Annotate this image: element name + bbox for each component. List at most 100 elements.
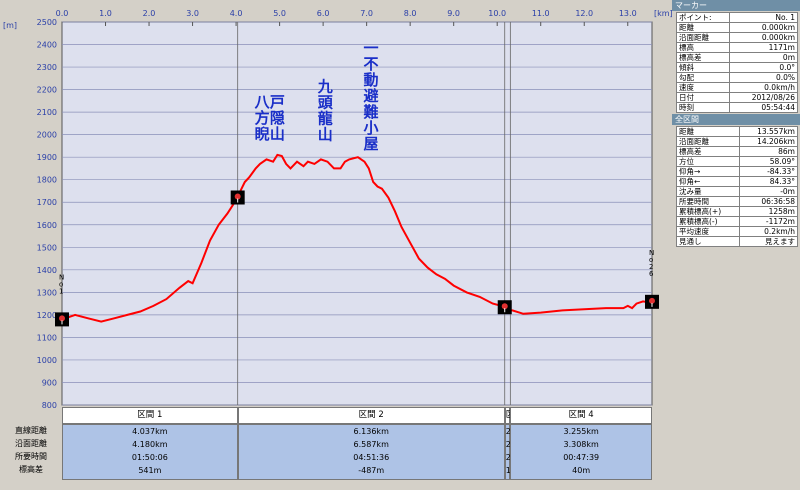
info-row: 日付 2012/08/26 (676, 92, 799, 103)
segment-header: 区間 2 (237, 407, 505, 424)
info-key: ポイント: (676, 12, 730, 23)
segment-header: 区間 4 (510, 407, 652, 424)
segment-elev: 541m (138, 466, 162, 475)
waypoint-label: 1 (59, 287, 63, 295)
total-info-table: 距離 13.557km 沿面距離 14.206km 標高差 86m 方位 58.09° 仰角→ -… (675, 126, 798, 247)
info-key: 日付 (676, 92, 730, 103)
waypoint-marker (55, 312, 69, 327)
segment-elev: 1 (505, 466, 511, 475)
info-value: 0.000km (728, 22, 799, 33)
peak-annotation-char: 難 (363, 103, 378, 121)
y-tick-label: 1200 (37, 311, 57, 320)
info-value: 0.000km (728, 32, 799, 43)
info-value: 14.206km (739, 136, 798, 147)
info-row: 仰角→ -84.33° (675, 166, 798, 177)
segment-header: 区 (504, 407, 514, 424)
info-key: 仰角← (675, 176, 741, 187)
total-panel-title: 全区間 (672, 114, 800, 125)
info-value: -0m (739, 186, 798, 197)
segment-values: 4.037km 4.180km 01:50:06 541m (62, 424, 238, 480)
info-value: 84.33° (739, 176, 798, 187)
info-row: 速度 0.0km/h (676, 82, 799, 93)
x-tick-label: 7.0 (360, 9, 373, 18)
info-key: 沿面距離 (676, 32, 730, 43)
y-tick-label: 1000 (37, 356, 57, 365)
waypoint-label: N (649, 249, 654, 257)
peak-annotation-char: 一 (363, 39, 378, 57)
info-key: 傾斜 (676, 62, 730, 73)
info-row: 仰角← 84.33° (675, 176, 798, 187)
y-tick-label: 1600 (37, 221, 57, 230)
plot-background (61, 21, 653, 406)
info-value: 06:36:58 (739, 196, 798, 207)
y-tick-label: 2300 (37, 63, 57, 72)
info-key: 見通し (675, 236, 741, 247)
x-tick-label: 8.0 (404, 9, 417, 18)
peak-annotation-char: 睨 (255, 125, 270, 143)
info-row: 沿面距離 14.206km (675, 136, 798, 147)
info-row: ポイント: No. 1 (676, 12, 799, 23)
peak-annotation-char: 不 (363, 55, 378, 73)
segment-values: 2 2 2 1 (504, 424, 511, 480)
elevation-chart-svg: 8009001000110012001300140015001600170018… (3, 9, 672, 410)
waypoint-marker-dot (649, 297, 655, 304)
y-tick-label: 2100 (37, 108, 57, 117)
info-key: 距離 (675, 126, 741, 137)
y-tick-label: 2200 (37, 86, 57, 95)
info-row: 標高差 86m (675, 146, 798, 157)
x-tick-label: 5.0 (273, 9, 286, 18)
info-row: 時刻 05:54:44 (676, 102, 799, 113)
info-row: 累積標高(-) -1172m (675, 216, 798, 227)
y-tick-label: 1500 (37, 243, 57, 252)
peak-annotation-char: 避 (363, 87, 378, 105)
peak-annotation-char: 山 (318, 125, 333, 143)
info-row: 距離 13.557km (675, 126, 798, 137)
x-tick-label: 12.0 (575, 9, 593, 18)
info-value: 1171m (728, 42, 799, 53)
peak-annotation-char: 龍 (318, 109, 333, 127)
waypoint-label: 6 (649, 270, 654, 278)
peak-annotation-char: 八 (254, 93, 271, 111)
y-tick-label: 1400 (37, 266, 57, 275)
row-label-time: 所要時間 (15, 452, 47, 461)
segment-values: 6.136km 6.587km 04:51:36 -487m (237, 424, 505, 480)
info-row: 方位 58.09° (675, 156, 798, 167)
info-row: 見通し 見えます (675, 236, 798, 247)
elevation-line (61, 153, 653, 323)
info-value: 2012/08/26 (728, 92, 799, 103)
info-row: 平均速度 0.2km/h (675, 226, 798, 237)
info-row: 所要時間 06:36:58 (675, 196, 798, 207)
info-value: 0m (728, 52, 799, 63)
info-row: 沈み量 -0m (675, 186, 798, 197)
waypoint-marker (230, 190, 245, 205)
info-value: 見えます (739, 236, 798, 247)
y-tick-label: 1100 (37, 333, 57, 342)
x-axis-label: [km] (654, 9, 672, 18)
x-tick-label: 1.0 (99, 9, 112, 18)
segment-distance: 2 (505, 427, 511, 436)
info-key: 累積標高(-) (675, 216, 741, 227)
info-key: 仰角→ (675, 166, 741, 177)
y-tick-label: 2400 (37, 41, 57, 50)
info-row: 距離 0.000km (676, 22, 799, 33)
info-value: 86m (739, 146, 798, 157)
segment-row-labels: 直線距離 沿面距離 所要時間 標高差 (0, 424, 62, 476)
marker-info-table: ポイント: No. 1 距離 0.000km 沿面距離 0.000km 標高 1171m 標高差… (676, 12, 799, 113)
info-row: 標高 1171m (676, 42, 799, 53)
x-tick-label: 4.0 (230, 9, 243, 18)
waypoint-marker-dot (234, 193, 241, 200)
row-label-elev: 標高差 (19, 465, 43, 474)
info-row: 沿面距離 0.000km (676, 32, 799, 43)
waypoint-marker-dot (59, 315, 65, 322)
segment-elev: 40m (572, 466, 591, 475)
marker-panel-title: マーカー (672, 0, 800, 11)
peak-annotation-char: 方 (255, 109, 270, 127)
info-key: 方位 (675, 156, 741, 167)
x-tick-label: 13.0 (619, 9, 637, 18)
waypoint-marker (645, 294, 659, 309)
info-key: 速度 (676, 82, 730, 93)
segment-values: 3.255km 3.308km 00:47:39 40m (510, 424, 652, 480)
y-tick-label: 2000 (37, 131, 57, 140)
x-tick-label: 3.0 (186, 9, 199, 18)
segment-path: 6.587km (353, 440, 389, 449)
